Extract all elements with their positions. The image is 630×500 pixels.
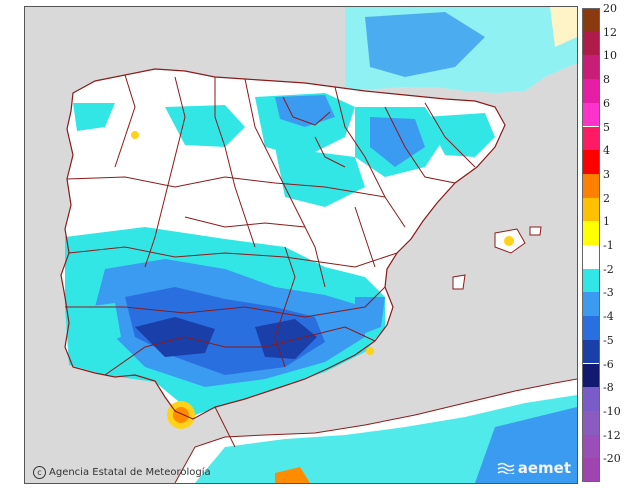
france-blue-patch (365, 12, 485, 77)
balearic-ibiza (452, 274, 466, 290)
legend-row: 4 (582, 144, 628, 174)
map-canvas (25, 7, 577, 483)
legend-row: 8 (582, 73, 628, 103)
legend-label: -2 (603, 262, 614, 276)
legend-row: -2 (582, 263, 628, 293)
legend-label: -20 (603, 452, 621, 466)
legend-label: -6 (603, 357, 614, 371)
legend-label: -4 (603, 310, 614, 324)
aemet-logo: aemet (497, 459, 571, 477)
legend-swatch (582, 150, 600, 174)
legend-swatch (582, 339, 600, 364)
warm-anomaly-core (173, 407, 189, 423)
anomaly-map: c Agencia Estatal de Meteorología aemet (24, 6, 578, 484)
legend-swatch (582, 8, 600, 32)
legend-row: 12 (582, 26, 628, 56)
warm-dot-east (366, 347, 374, 355)
legend-label: -3 (603, 286, 614, 300)
waves-icon (497, 462, 515, 474)
color-legend: 20 12 10 8 6 5 4 3 2 1 -1 -2 -3 -4 -5 -6 -8 -10 -12 -20 (582, 2, 628, 482)
legend-label: 4 (603, 144, 610, 158)
legend-label: 6 (603, 96, 610, 110)
legend-swatch (582, 31, 600, 56)
legend-row: 20 (582, 2, 628, 32)
legend-row: -5 (582, 334, 628, 364)
legend-row: 3 (582, 168, 628, 198)
legend-row: -8 (582, 381, 628, 411)
legend-swatch (582, 245, 600, 269)
africa-anomaly-cyan (195, 395, 577, 483)
warm-dot-north (131, 131, 139, 139)
logo-text: aemet (517, 459, 571, 477)
legend-label: 20 (603, 2, 617, 15)
legend-row: 5 (582, 121, 628, 151)
legend-swatch (582, 458, 600, 482)
legend-swatch (582, 102, 600, 127)
legend-label: -1 (603, 239, 614, 252)
legend-row: -3 (582, 286, 628, 317)
legend-row: 1 (582, 215, 628, 245)
legend-swatch (582, 363, 600, 388)
legend-row: 2 (582, 192, 628, 222)
copyright-icon: c (33, 466, 46, 479)
legend-row: 10 (582, 49, 628, 80)
legend-label: -5 (603, 333, 614, 347)
legend-swatch (582, 173, 600, 198)
legend-label: 12 (603, 25, 617, 39)
legend-swatch (582, 268, 600, 293)
credit-line: c Agencia Estatal de Meteorología (33, 466, 211, 479)
legend-swatch (582, 197, 600, 222)
balearic-warm-dot (504, 236, 514, 246)
legend-label: 1 (603, 215, 610, 229)
iberia-anomalies (65, 93, 495, 415)
legend-swatch (582, 126, 600, 151)
legend-swatch (582, 316, 600, 340)
legend-label: -8 (603, 381, 614, 395)
africa-warm-anomaly (275, 467, 310, 483)
legend-swatch (582, 221, 600, 245)
legend-row: -12 (582, 429, 628, 459)
legend-swatch (582, 387, 600, 411)
legend-row: 6 (582, 97, 628, 127)
legend-label: 3 (603, 167, 610, 181)
legend-label: 8 (603, 73, 610, 87)
legend-label: -12 (603, 428, 621, 442)
legend-swatch (582, 79, 600, 103)
legend-label: 10 (603, 49, 617, 63)
legend-row: -4 (582, 310, 628, 340)
legend-swatch (582, 434, 600, 459)
france-pale-patch (550, 7, 577, 47)
credit-text: Agencia Estatal de Meteorología (49, 467, 211, 478)
legend-row: -10 (582, 405, 628, 435)
province-borders (60, 68, 506, 448)
legend-label: 5 (603, 120, 610, 134)
legend-swatch (582, 410, 600, 435)
legend-label: -10 (603, 404, 621, 418)
legend-label: 2 (603, 191, 610, 205)
legend-row: -1 (582, 239, 628, 269)
legend-swatch (582, 55, 600, 80)
legend-swatch (582, 292, 600, 317)
africa-coast (174, 378, 577, 483)
balearic-menorca (529, 226, 542, 236)
legend-row: -6 (582, 358, 628, 388)
legend-row: -20 (582, 452, 628, 482)
